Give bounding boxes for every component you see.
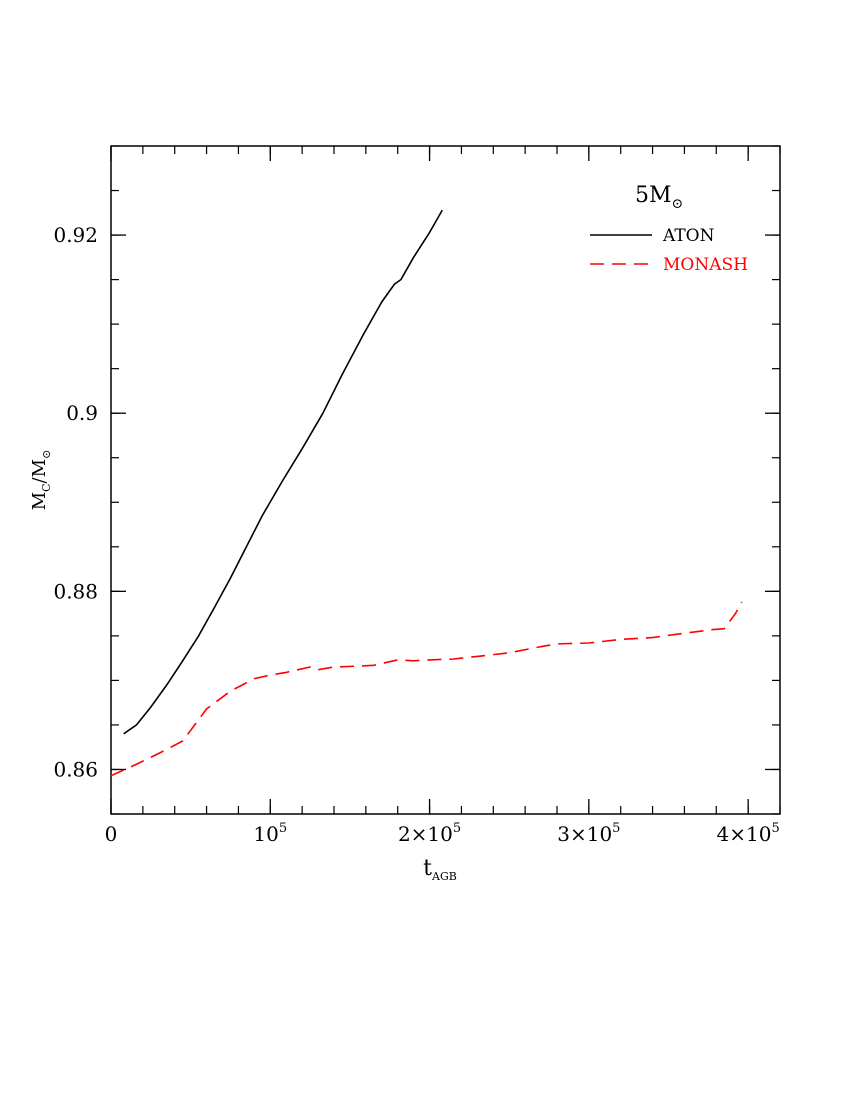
y-axis-label: MC/M⊙ (29, 450, 53, 511)
x-tick-label: 0 (105, 822, 118, 846)
x-tick-label: 105 (253, 821, 287, 846)
y-tick-label: 0.92 (53, 223, 98, 247)
x-tick-label: 2×105 (398, 821, 461, 846)
legend-label-monash: MONASH (663, 255, 748, 275)
x-axis-label: tAGB (423, 856, 457, 883)
y-tick-label: 0.88 (53, 579, 98, 603)
x-tick-labels: 0 105 2×105 3×105 4×105 (105, 821, 780, 846)
series-lines (110, 209, 743, 777)
y-tick-label: 0.86 (53, 757, 98, 781)
legend-title: 5M⊙ (635, 183, 683, 212)
series-line-monash (110, 601, 743, 777)
legend: 5M⊙ ATON MONASH (590, 183, 748, 275)
y-tick-label: 0.9 (66, 401, 98, 425)
plot-frame (110, 145, 781, 815)
axis-ticks (110, 145, 781, 815)
y-tick-labels: 0.86 0.88 0.9 0.92 (53, 223, 98, 781)
series-line-aton (123, 209, 443, 735)
legend-label-aton: ATON (662, 226, 715, 246)
x-tick-label: 3×105 (557, 821, 620, 846)
x-tick-label: 4×105 (717, 821, 780, 846)
